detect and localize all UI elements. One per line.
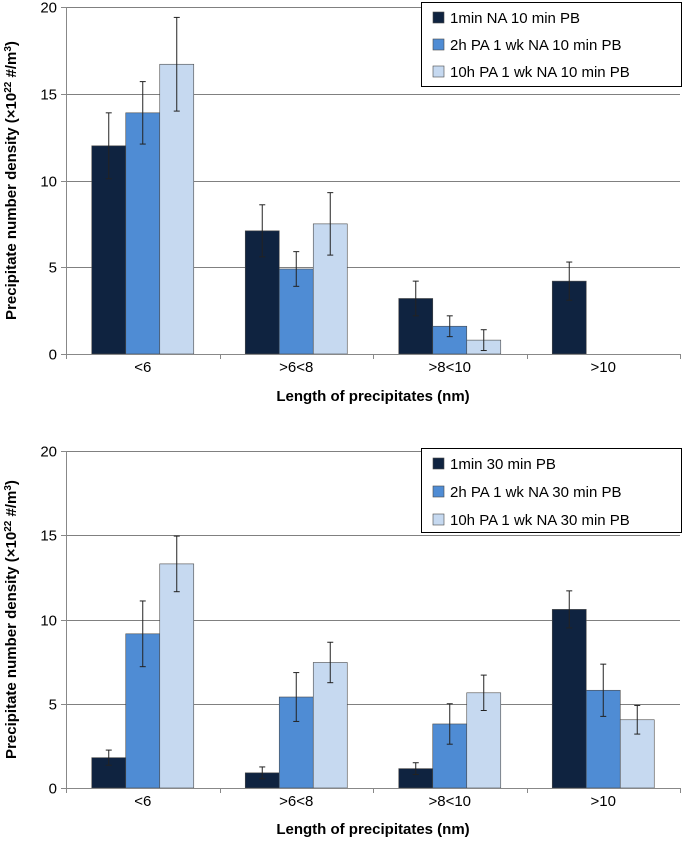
legend-label: 2h PA 1 wk NA 30 min PB	[450, 484, 621, 501]
legend-label: 10h PA 1 wk NA 30 min PB	[450, 512, 630, 529]
legend-label: 2h PA 1 wk NA 10 min PB	[450, 37, 621, 54]
x-tick-label: >8<10	[428, 359, 471, 376]
bar	[125, 112, 161, 355]
bar	[159, 563, 195, 789]
y-tick-label: 10	[40, 174, 57, 191]
legend: 1min 30 min PB 2h PA 1 wk NA 30 min PB 10h…	[421, 448, 682, 533]
y-tick-label: 5	[49, 697, 57, 714]
legend: 1min NA 10 min PB 2h PA 1 wk NA 10 min PB…	[421, 2, 682, 87]
legend-label: 10h PA 1 wk NA 10 min PB	[450, 64, 630, 81]
legend-swatch	[432, 485, 445, 498]
y-axis-title-part: )	[3, 41, 20, 46]
legend-swatch	[432, 11, 445, 24]
chart-panel-1: 0 5 10 15 20 <6 >6<8 >8<10 >10 Length of precipit…	[3, 0, 682, 405]
y-axis-title: Precipitate number density (×1022 #/m3)	[3, 480, 21, 759]
y-tick-label: 15	[40, 87, 57, 104]
x-axis-title: Length of precipitates (nm)	[276, 821, 469, 838]
y-tick-label: 20	[40, 444, 57, 461]
chart-panel-2: 0 5 10 15 20 <6 >6<8 >8<10 >10 Length of precipit…	[3, 444, 682, 838]
y-tick-label: 5	[49, 260, 57, 277]
y-axis-title-part: )	[3, 480, 20, 485]
legend-swatch	[432, 513, 445, 526]
x-tick-label: >10	[591, 359, 616, 376]
y-axis-title: Precipitate number density (×1022 #/m3)	[3, 41, 21, 320]
legend-box	[421, 448, 682, 533]
x-axis-title: Length of precipitates (nm)	[276, 388, 469, 405]
x-tick-label: >10	[591, 793, 616, 810]
y-tick-label: 20	[40, 0, 57, 17]
bar	[312, 662, 348, 789]
legend-swatch	[432, 38, 445, 51]
y-axis-title-part: #/m	[3, 491, 20, 521]
y-axis-title-superscript: 3	[3, 485, 14, 491]
bar	[159, 63, 195, 355]
legend-swatch	[432, 457, 445, 470]
y-axis-title-superscript: 22	[3, 81, 14, 93]
bar	[551, 609, 587, 789]
legend-swatch	[432, 65, 445, 78]
y-tick-label: 0	[49, 781, 57, 798]
y-axis-title-superscript: 3	[3, 46, 14, 52]
y-tick-label: 10	[40, 613, 57, 630]
legend-label: 1min NA 10 min PB	[450, 10, 580, 27]
x-tick-label: <6	[134, 359, 151, 376]
y-tick-label: 0	[49, 347, 57, 364]
y-axis-title-superscript: 22	[3, 520, 14, 532]
x-tick-label: >8<10	[428, 793, 471, 810]
x-tick-label: >6<8	[279, 793, 313, 810]
legend-label: 1min 30 min PB	[450, 456, 556, 473]
bar	[91, 145, 127, 355]
y-axis-title-part: Precipitate number density (×10	[3, 93, 20, 320]
y-tick-label: 15	[40, 528, 57, 545]
y-axis-title-part: #/m	[3, 52, 20, 82]
x-tick-label: >6<8	[279, 359, 313, 376]
x-tick-label: <6	[134, 793, 151, 810]
y-axis-title-part: Precipitate number density (×10	[3, 532, 20, 759]
